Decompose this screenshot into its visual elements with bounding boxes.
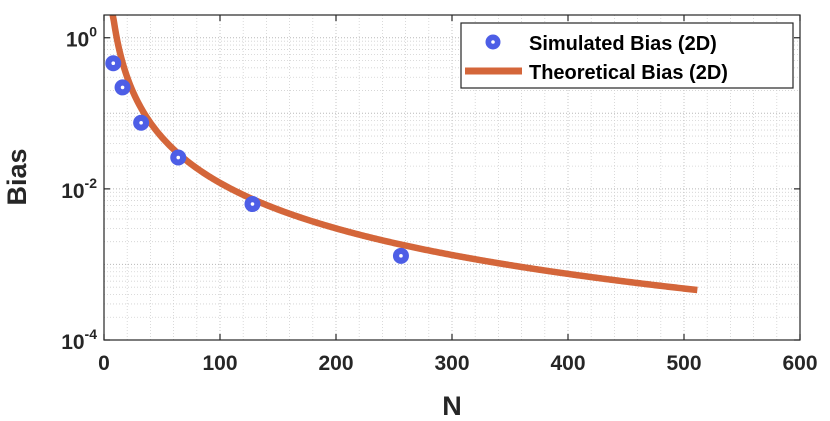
legend-label-theoretical: Theoretical Bias (2D): [529, 62, 728, 84]
x-axis-label: N: [442, 391, 462, 421]
legend: Simulated Bias (2D) Theoretical Bias (2D…: [460, 22, 794, 89]
theoretical-series: [109, 15, 700, 294]
simulated-bias-point-center: [176, 155, 181, 160]
y-tick-label: 10-2: [61, 175, 97, 203]
x-tick-label: 400: [550, 352, 585, 375]
x-tick-label: 600: [782, 352, 817, 375]
legend-box: [460, 22, 794, 89]
simulated-bias-point-center: [250, 202, 255, 206]
y-axis-label: Bias: [2, 148, 32, 205]
simulated-bias-point-center: [399, 254, 403, 258]
x-tick-label: 300: [434, 352, 469, 375]
y-tick-label: 10-4: [61, 326, 97, 354]
simulated-bias-point-center: [120, 85, 125, 90]
simulated-bias-point-center: [111, 61, 116, 66]
x-tick-label: 500: [666, 352, 701, 375]
legend-label-simulated: Simulated Bias (2D): [529, 33, 717, 55]
simulated-series: [105, 55, 409, 264]
legend-marker-center: [491, 40, 495, 44]
simulated-bias-point-center: [139, 120, 143, 125]
x-tick-label: 200: [318, 352, 353, 375]
y-axis-ticks: 10-4 10-2 100: [61, 24, 800, 354]
y-tick-label: 100: [66, 24, 97, 52]
x-axis-ticks: 0 100 200 300 400 500 600: [98, 15, 818, 375]
x-tick-label: 100: [202, 352, 237, 375]
x-tick-label: 0: [98, 352, 110, 375]
theoretical-bias-line: [109, 15, 700, 294]
